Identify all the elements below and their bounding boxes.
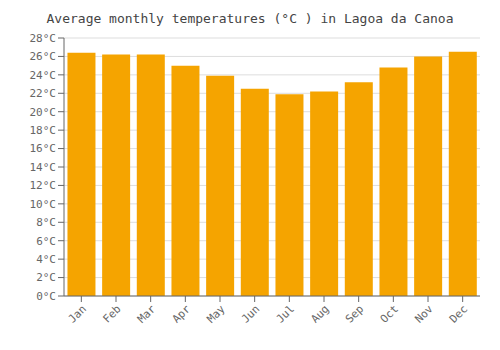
svg-text:8°C: 8°C	[36, 216, 56, 229]
svg-text:22°C: 22°C	[30, 87, 57, 100]
svg-text:Dec: Dec	[447, 302, 470, 325]
svg-text:28°C: 28°C	[30, 32, 57, 45]
svg-text:16°C: 16°C	[30, 142, 57, 155]
svg-text:Jun: Jun	[239, 302, 262, 325]
html-text:Average monthly temperatures (: Average monthly temperatures (°C ) in La…	[46, 11, 454, 26]
svg-text:Apr: Apr	[170, 302, 194, 326]
svg-text:6°C: 6°C	[36, 235, 56, 248]
svg-text:Jan: Jan	[66, 302, 89, 325]
svg-text:24°C: 24°C	[30, 69, 57, 82]
svg-text:14°C: 14°C	[30, 161, 57, 174]
svg-text:Oct: Oct	[378, 302, 401, 325]
svg-text:12°C: 12°C	[30, 179, 57, 192]
svg-text:Aug: Aug	[308, 302, 331, 325]
svg-text:Nov: Nov	[412, 302, 436, 326]
svg-text:10°C: 10°C	[30, 198, 57, 211]
svg-text:4°C: 4°C	[36, 253, 56, 266]
svg-text:20°C: 20°C	[30, 106, 57, 119]
svg-text:Feb: Feb	[100, 302, 123, 325]
svg-text:Mar: Mar	[135, 302, 159, 326]
svg-text:26°C: 26°C	[30, 50, 57, 63]
svg-text:2°C: 2°C	[36, 271, 56, 284]
svg-text:0°C: 0°C	[36, 290, 56, 303]
svg-text:Sep: Sep	[343, 302, 366, 325]
svg-text:May: May	[204, 302, 228, 326]
svg-text:Jul: Jul	[274, 302, 297, 325]
svg-text:18°C: 18°C	[30, 124, 57, 137]
